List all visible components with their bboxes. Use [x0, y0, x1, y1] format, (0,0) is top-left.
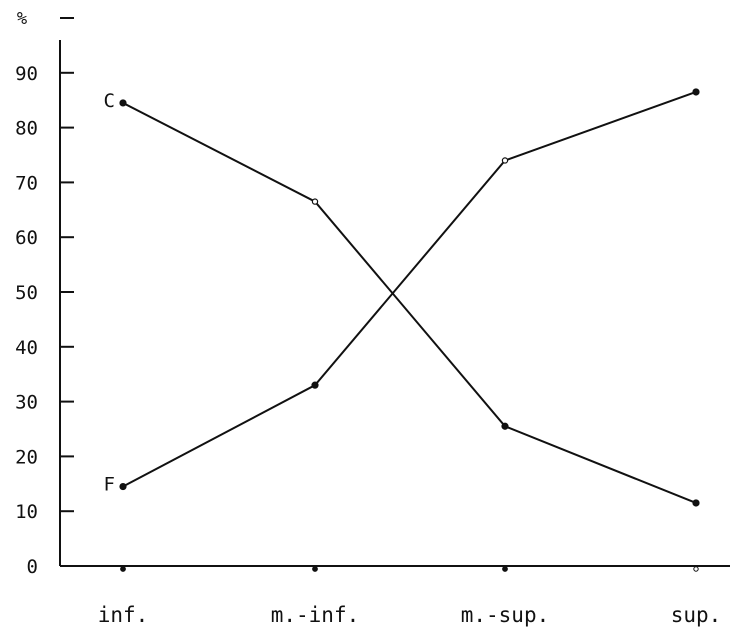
data-point: [119, 99, 127, 107]
x-category-labels: inf. m.-inf. m.-sup. sup.: [98, 566, 722, 627]
y-tick-label: 0: [27, 556, 38, 578]
data-point: [501, 422, 509, 430]
y-tick-label: 10: [15, 501, 38, 523]
data-point: [692, 88, 700, 96]
series-line-C: [122, 102, 697, 504]
data-point: [119, 482, 127, 491]
y-tick-label: 70: [15, 172, 38, 194]
y-ticks: 0 10 20 30 40 50 60 70 80 90: [15, 17, 74, 578]
y-tick-label: 30: [15, 392, 38, 414]
series-group: CF: [104, 88, 700, 507]
baseline-point: [502, 566, 508, 572]
data-point: [311, 198, 319, 205]
series-label: C: [104, 90, 115, 112]
series-line-F: [122, 91, 697, 488]
y-unit-label: %: [17, 9, 27, 29]
series-label: F: [104, 474, 115, 496]
y-tick-label: 80: [15, 118, 38, 140]
baseline-point: [312, 566, 318, 572]
x-category-label: m.-sup.: [461, 603, 550, 627]
baseline-point: [693, 566, 699, 572]
y-tick-label: 20: [15, 446, 38, 468]
x-category-label: m.-inf.: [271, 603, 360, 627]
x-category-label: sup.: [671, 603, 722, 627]
y-tick-label: 40: [15, 337, 38, 359]
y-tick-label: 50: [15, 282, 38, 304]
data-point: [692, 499, 700, 507]
baseline-point: [120, 566, 126, 572]
data-point: [311, 381, 319, 389]
y-tick-label: 60: [15, 227, 38, 249]
y-tick-label: 90: [15, 63, 38, 85]
x-category-label: inf.: [98, 603, 149, 627]
data-point: [501, 157, 509, 164]
